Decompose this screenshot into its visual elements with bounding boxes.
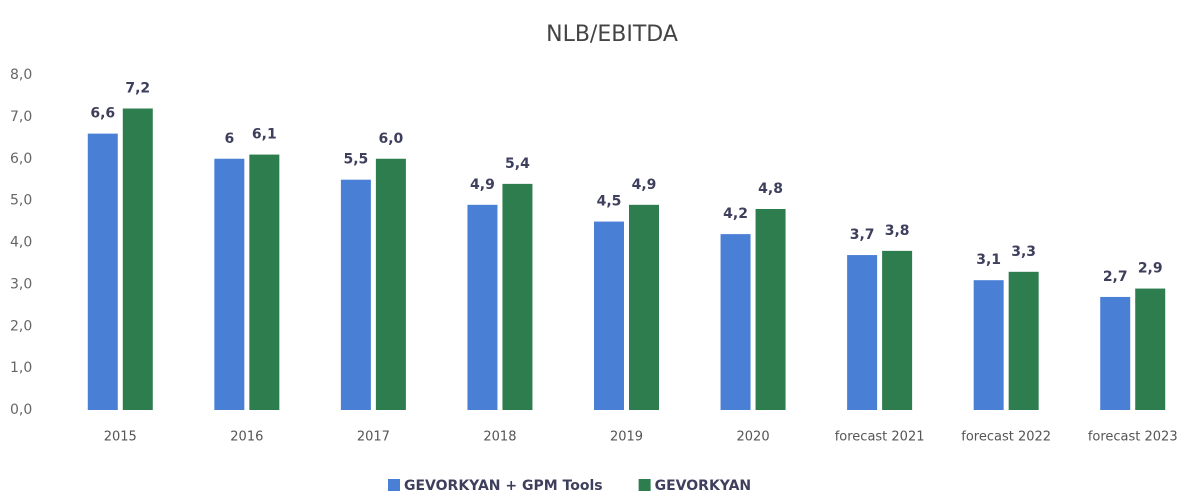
value-label: 4,5	[597, 194, 622, 210]
value-label: 4,2	[723, 206, 748, 222]
value-label: 2,7	[1103, 269, 1128, 285]
bar	[87, 133, 118, 410]
value-label: 7,2	[125, 81, 150, 97]
bar	[1100, 296, 1131, 410]
x-tick-label: 2018	[483, 430, 516, 445]
x-tick-label: 2016	[230, 430, 263, 445]
value-label: 5,4	[505, 156, 530, 172]
x-tick-label: 2019	[610, 430, 643, 445]
x-tick-label: 2017	[357, 430, 390, 445]
bar	[1135, 288, 1166, 410]
x-tick-label: 2020	[737, 430, 770, 445]
bar	[122, 108, 153, 410]
bar	[594, 221, 624, 410]
bar	[882, 250, 913, 410]
value-label: 4,8	[758, 181, 783, 197]
chart-title: NLB/EBITDA	[546, 22, 678, 47]
y-tick-label: 0,0	[10, 402, 32, 418]
bar	[249, 154, 280, 410]
value-label: 6,6	[90, 106, 115, 122]
value-label: 3,1	[976, 252, 1001, 268]
value-label: 6,1	[252, 127, 277, 143]
value-label: 3,8	[885, 223, 910, 239]
y-tick-label: 2,0	[10, 318, 32, 334]
bar	[375, 158, 406, 410]
bar	[467, 204, 498, 410]
value-label: 4,9	[470, 177, 495, 193]
bar	[847, 255, 878, 410]
y-tick-label: 1,0	[10, 360, 32, 376]
legend-swatch	[388, 479, 400, 491]
legend-swatch	[638, 479, 651, 491]
bar	[214, 158, 245, 410]
y-tick-label: 7,0	[10, 109, 32, 125]
y-tick-label: 5,0	[10, 193, 32, 209]
x-tick-label: forecast 2021	[835, 430, 925, 445]
value-label: 3,3	[1011, 244, 1036, 260]
bar	[502, 183, 533, 410]
bar	[755, 209, 786, 410]
legend-label: GEVORKYAN	[655, 478, 752, 494]
value-label: 6	[224, 131, 234, 147]
y-tick-label: 6,0	[10, 151, 32, 167]
x-tick-label: forecast 2023	[1088, 430, 1178, 445]
bar	[1008, 271, 1039, 410]
y-tick-label: 8,0	[10, 67, 32, 83]
value-label: 2,9	[1138, 261, 1163, 277]
bar	[340, 179, 371, 410]
value-label: 3,7	[850, 227, 875, 243]
x-tick-label: forecast 2022	[961, 430, 1051, 445]
value-label: 5,5	[343, 152, 368, 168]
y-tick-label: 3,0	[10, 276, 32, 292]
legend-label: GEVORKYAN + GPM Tools	[404, 478, 603, 494]
value-label: 4,9	[632, 177, 657, 193]
bar	[720, 234, 751, 410]
y-tick-label: 4,0	[10, 235, 32, 251]
value-label: 6,0	[378, 131, 403, 147]
x-tick-label: 2015	[104, 430, 137, 445]
bar	[629, 204, 659, 410]
bar	[973, 280, 1004, 410]
